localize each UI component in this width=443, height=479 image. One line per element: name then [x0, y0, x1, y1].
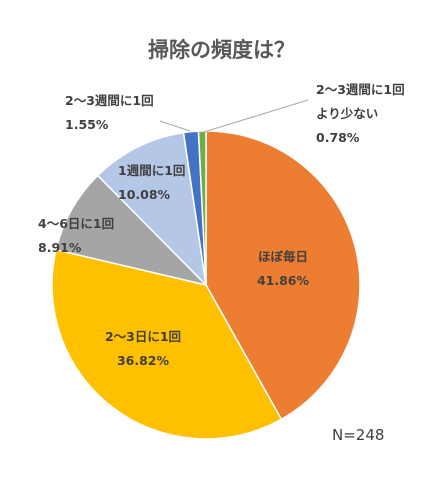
chart-title: 掃除の頻度は？	[148, 38, 295, 62]
slice-label: 1週間に1回 10.08%	[118, 163, 185, 202]
pie-slice	[51, 248, 283, 440]
leader-line	[203, 99, 309, 133]
slice-label: 2～3週間に1回 1.55%	[65, 93, 154, 132]
sample-size-note: N=248	[332, 426, 385, 444]
slice-value: 8.91%	[38, 240, 82, 255]
slice-label: 2～3日に1回 36.82%	[105, 329, 181, 368]
pie-slice	[96, 131, 208, 288]
pie-slice	[55, 174, 209, 287]
slice-value: 0.78%	[316, 130, 360, 145]
pie-slice	[205, 130, 361, 421]
slice-label: 2～3週間に1回より少ない 0.78%	[316, 82, 405, 145]
leader-line	[159, 120, 191, 132]
slice-value: 36.82%	[117, 353, 170, 368]
slice-value: 41.86%	[257, 273, 310, 288]
slice-value: 1.55%	[65, 117, 109, 132]
slice-label: 4～6日に1回 8.91%	[38, 216, 114, 255]
slice-value: 10.08%	[118, 187, 171, 202]
slice-label: ほぼ毎日 41.86%	[257, 249, 310, 288]
